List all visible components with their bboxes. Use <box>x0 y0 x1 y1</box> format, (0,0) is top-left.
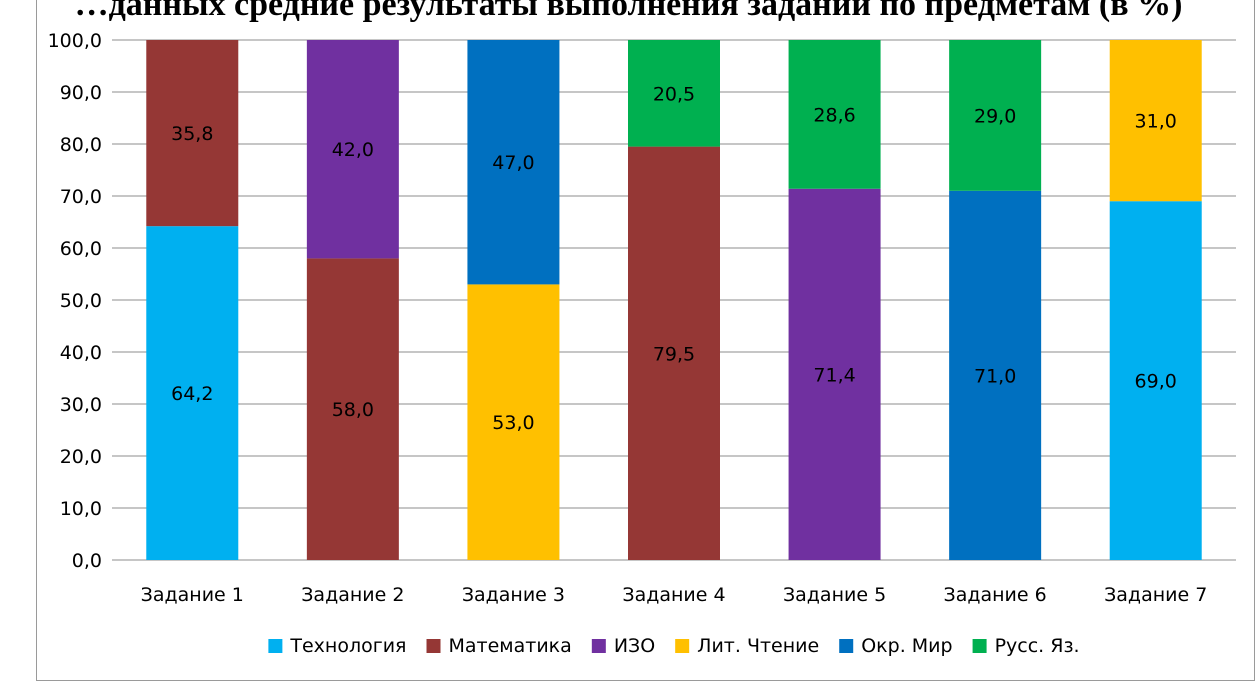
legend-item: Русс. Яз. <box>972 635 1080 657</box>
legend-label: Окр. Мир <box>861 635 952 657</box>
data-label: 64,2 <box>171 383 213 405</box>
data-label: 53,0 <box>492 412 534 434</box>
x-tick-label: Задание 1 <box>141 584 244 606</box>
bar-segment <box>949 190 1042 561</box>
bar-segment <box>1109 201 1202 560</box>
bar-segment <box>788 188 881 560</box>
legend-swatch <box>972 639 987 653</box>
bar-segment <box>1109 40 1202 202</box>
data-label: 28,6 <box>813 104 855 126</box>
data-label: 71,0 <box>974 365 1016 387</box>
bar-segment <box>306 40 399 259</box>
legend-swatch <box>591 639 606 653</box>
x-tick-label: Задание 5 <box>783 584 886 606</box>
y-tick-label: 40,0 <box>60 342 102 364</box>
y-tick-label: 80,0 <box>60 134 102 156</box>
y-tick-label: 10,0 <box>60 498 102 520</box>
legend-swatch <box>839 639 854 653</box>
legend-item: Лит. Чтение <box>675 635 819 657</box>
data-label: 71,4 <box>813 364 855 386</box>
chart-title: …данных средние результаты выполнения за… <box>74 0 1183 23</box>
data-label: 47,0 <box>492 152 534 174</box>
bars <box>146 40 1202 561</box>
y-tick-label: 50,0 <box>60 290 102 312</box>
bar-segment <box>146 226 239 560</box>
y-tick-label: 70,0 <box>60 186 102 208</box>
y-tick-label: 60,0 <box>60 238 102 260</box>
y-tick-label: 90,0 <box>60 82 102 104</box>
y-axis-ticks: 0,0 10,0 20,0 30,0 40,0 50,0 60,0 70,0 80,0 90,0 1… <box>48 30 102 572</box>
data-label: 79,5 <box>653 343 695 365</box>
legend-label: Математика <box>449 635 572 657</box>
y-tick-label: 20,0 <box>60 446 102 468</box>
x-tick-label: Задание 6 <box>944 584 1047 606</box>
bar-segment <box>949 40 1042 191</box>
bar-segment <box>467 284 560 560</box>
y-tick-label: 30,0 <box>60 394 102 416</box>
legend-label: Лит. Чтение <box>697 635 819 657</box>
legend-item: Математика <box>426 635 572 657</box>
legend-label: Технология <box>289 635 406 657</box>
legend-swatch <box>675 639 690 653</box>
data-label: 58,0 <box>332 399 374 421</box>
legend-label: ИЗО <box>614 635 655 657</box>
legend-item: Технология <box>268 635 407 657</box>
legend-swatch <box>426 639 441 653</box>
y-tick-label: 100,0 <box>48 30 102 52</box>
legend-item: Окр. Мир <box>839 635 953 657</box>
data-label: 20,5 <box>653 83 695 105</box>
bar-segment <box>788 40 881 189</box>
data-label: 31,0 <box>1135 111 1177 133</box>
x-tick-label: Задание 3 <box>462 584 565 606</box>
y-tick-label: 0,0 <box>72 550 102 572</box>
legend: Технология Математика ИЗО Лит. Чтение Окр. М… <box>268 635 1080 657</box>
data-label: 35,8 <box>171 123 213 145</box>
bar-segment <box>628 40 720 147</box>
x-tick-label: Задание 4 <box>622 584 725 606</box>
x-tick-label: Задание 7 <box>1104 584 1207 606</box>
data-label: 42,0 <box>332 139 374 161</box>
x-tick-label: Задание 2 <box>301 584 404 606</box>
legend-swatch <box>268 639 283 653</box>
bar-segment <box>146 40 239 227</box>
data-label: 69,0 <box>1135 371 1177 393</box>
legend-item: ИЗО <box>591 635 655 657</box>
x-axis-ticks: Задание 1 Задание 2 Задание 3 Задание 4 Зада… <box>141 584 1208 606</box>
bar-segment <box>306 258 399 560</box>
data-labels: 64,2 35,8 58,0 42,0 53,0 47,0 79,5 20,5 71,4 28,6… <box>171 83 1177 434</box>
bar-segment <box>628 146 720 560</box>
legend-label: Русс. Яз. <box>995 635 1080 657</box>
bar-segment <box>467 40 560 285</box>
data-label: 29,0 <box>974 105 1016 127</box>
